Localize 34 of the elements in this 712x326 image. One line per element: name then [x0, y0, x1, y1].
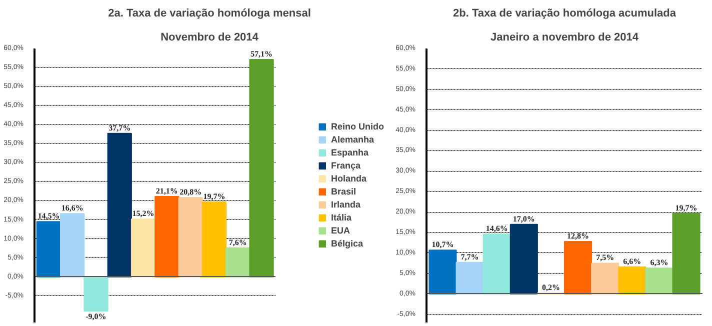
data-label: 7,6%: [228, 238, 247, 247]
data-label: 7,5%: [596, 253, 614, 262]
data-label: 20,8%: [180, 188, 202, 197]
data-label: 21,1%: [156, 186, 178, 196]
legend-label: Irlanda: [331, 200, 361, 210]
legend-label: Brasil: [331, 186, 356, 196]
data-label: 14,6%: [486, 224, 508, 234]
data-label: 12,8%: [567, 232, 590, 241]
data-label: 19,7%: [675, 203, 698, 212]
legend-label: EUA: [331, 226, 351, 236]
data-label: 7,7%: [460, 252, 479, 262]
data-label: 15,2%: [132, 208, 154, 218]
legend-label: Reino Unido: [331, 122, 384, 132]
legend-label: Itália: [331, 212, 352, 222]
data-label: 0,2%: [542, 283, 560, 292]
chart-title: 2a. Taxa de variação homóloga mensal: [108, 8, 311, 20]
chart-subtitle: Novembro de 2014: [160, 32, 260, 44]
data-label: 10,7%: [432, 240, 454, 250]
legend-label: Holanda: [331, 174, 367, 184]
data-label: 17,0%: [512, 214, 535, 224]
data-label: 57,1%: [250, 50, 273, 59]
chart-title: 2b. Taxa de variação homóloga acumulada: [453, 8, 677, 20]
data-label: 6,3%: [650, 258, 668, 268]
data-label: 6,6%: [623, 256, 642, 266]
data-label: 37,7%: [108, 123, 131, 132]
data-label: 19,7%: [203, 192, 226, 201]
data-label: -9,0%: [86, 312, 106, 322]
legend-label: França: [331, 160, 361, 170]
chart-subtitle: Janeiro a novembro de 2014: [490, 32, 640, 44]
data-label: 14,5%: [38, 212, 60, 221]
legend-label: Espanha: [331, 148, 369, 158]
legend-label: Alemanha: [331, 134, 374, 144]
data-label: 16,6%: [61, 204, 84, 213]
legend-label: Bélgica: [331, 238, 364, 248]
